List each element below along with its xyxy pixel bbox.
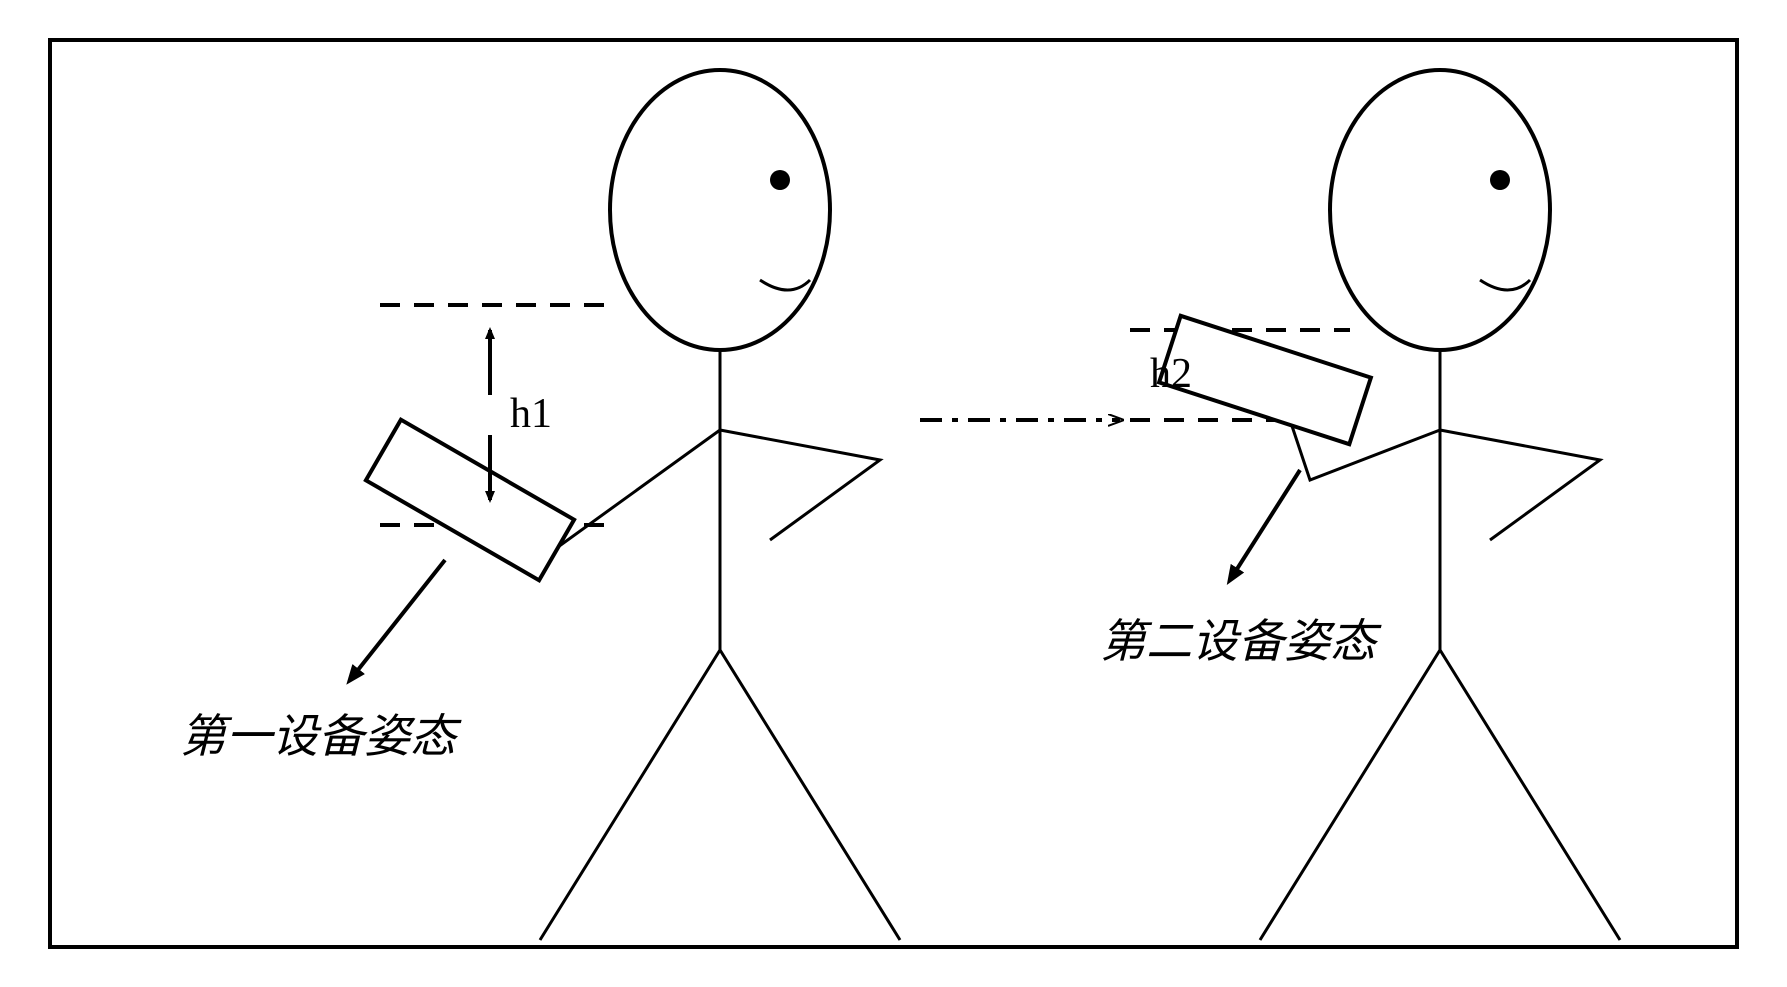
diagram-stage: h1 h2 第一设备姿态 第二设备姿态 — [0, 0, 1787, 987]
head-ellipse — [610, 70, 830, 350]
left-figure — [350, 70, 900, 940]
eye-dot — [1490, 170, 1510, 190]
diagram-svg — [0, 0, 1787, 987]
right-arm — [1440, 430, 1600, 540]
head-ellipse — [1330, 70, 1550, 350]
label-arrow-icon — [350, 560, 445, 680]
legs — [540, 650, 900, 940]
right-caption: 第二设备姿态 — [1100, 605, 1376, 671]
h1-label: h1 — [510, 390, 552, 438]
left-caption: 第一设备姿态 — [180, 700, 456, 766]
h2-label: h2 — [1150, 350, 1192, 398]
right-arm — [720, 430, 880, 540]
label-arrow-icon — [1230, 470, 1300, 580]
right-figure — [1130, 70, 1620, 940]
device-rect — [366, 420, 574, 581]
eye-dot — [770, 170, 790, 190]
legs — [1260, 650, 1620, 940]
